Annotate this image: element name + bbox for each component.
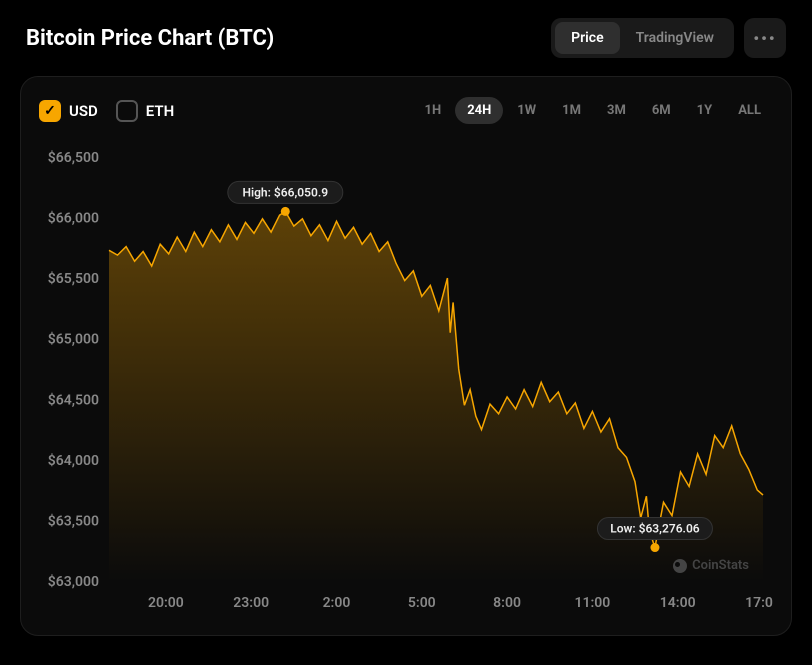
chart-card: ✓ USD ETH 1H24H1W1M3M6M1YALL $66,500 $66,00… bbox=[20, 76, 792, 636]
high-marker-icon bbox=[281, 207, 290, 216]
period-button-1h[interactable]: 1H bbox=[413, 97, 454, 124]
coinstats-icon bbox=[673, 559, 687, 573]
low-marker-icon bbox=[650, 543, 659, 552]
view-toggle: PriceTradingView bbox=[551, 18, 734, 58]
y-tick-label: $66,000 bbox=[48, 210, 99, 227]
y-tick-label: $64,000 bbox=[48, 452, 99, 469]
period-button-1m[interactable]: 1M bbox=[550, 97, 593, 124]
svg-text:Low: $63,276.06: Low: $63,276.06 bbox=[610, 522, 700, 536]
page-title: Bitcoin Price Chart (BTC) bbox=[26, 26, 274, 51]
x-tick-label: 2:00 bbox=[323, 595, 351, 611]
low-label: Low: $63,276.06 bbox=[597, 518, 712, 540]
currency-label: USD bbox=[69, 102, 98, 120]
chart-area: $66,500 $66,000 $65,500 $65,000 $64,500 $64,0… bbox=[39, 137, 773, 621]
currency-checkbox-eth[interactable]: ETH bbox=[116, 100, 174, 122]
y-tick-label: $66,500 bbox=[48, 149, 99, 166]
period-button-all[interactable]: ALL bbox=[726, 97, 773, 124]
check-icon: ✓ bbox=[44, 103, 56, 119]
period-button-3m[interactable]: 3M bbox=[595, 97, 638, 124]
view-tab-tradingview[interactable]: TradingView bbox=[620, 22, 730, 54]
period-button-1w[interactable]: 1W bbox=[505, 97, 548, 124]
watermark: CoinStats bbox=[673, 558, 749, 573]
x-tick-label: 20:00 bbox=[148, 595, 184, 611]
more-button[interactable]: ••• bbox=[744, 18, 786, 58]
y-tick-label: $63,500 bbox=[48, 512, 99, 529]
y-tick-label: $63,000 bbox=[48, 573, 99, 590]
currency-label: ETH bbox=[146, 102, 174, 120]
y-tick-label: $65,500 bbox=[48, 270, 99, 287]
x-tick-label: 11:00 bbox=[574, 595, 610, 611]
x-tick-label: 8:00 bbox=[493, 595, 521, 611]
x-tick-label: 23:00 bbox=[233, 595, 269, 611]
high-label: High: $66,050.9 bbox=[228, 181, 343, 203]
period-button-6m[interactable]: 6M bbox=[640, 97, 683, 124]
y-tick-label: $64,500 bbox=[48, 391, 99, 408]
period-button-24h[interactable]: 24H bbox=[455, 97, 503, 124]
view-tab-price[interactable]: Price bbox=[555, 22, 620, 54]
y-tick-label: $65,000 bbox=[48, 331, 99, 348]
checkbox-icon bbox=[116, 100, 138, 122]
x-tick-label: 14:00 bbox=[660, 595, 696, 611]
currency-checkbox-usd[interactable]: ✓ USD bbox=[39, 100, 98, 122]
x-tick-label: 5:00 bbox=[408, 595, 436, 611]
x-tick-label: 17:00 bbox=[745, 595, 773, 611]
svg-text:High: $66,050.9: High: $66,050.9 bbox=[242, 185, 328, 199]
period-button-1y[interactable]: 1Y bbox=[685, 97, 725, 124]
watermark-label: CoinStats bbox=[692, 558, 749, 573]
checkbox-icon: ✓ bbox=[39, 100, 61, 122]
